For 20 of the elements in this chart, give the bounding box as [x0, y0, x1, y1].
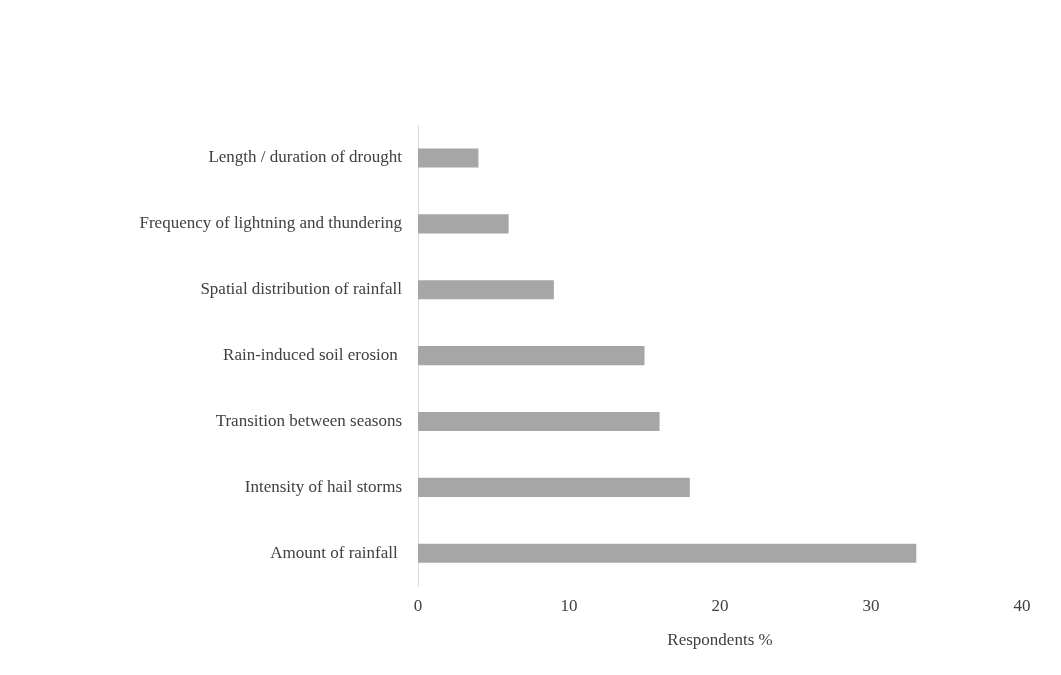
y-tick-label: Transition between seasons [215, 410, 402, 430]
x-tick-label: 0 [413, 595, 423, 615]
bar [418, 148, 479, 168]
bar [418, 280, 554, 300]
x-tick-label: 20 [711, 595, 729, 615]
y-tick-label: Frequency of lightning and thundering [139, 213, 403, 233]
y-tick-label: Amount of rainfall [270, 542, 402, 562]
bar [418, 477, 690, 497]
bar [418, 411, 660, 432]
bar [418, 543, 917, 563]
x-tick-label: 30 [862, 595, 880, 615]
x-tick-label: 10 [560, 595, 578, 615]
x-tick-label: 40 [1013, 595, 1031, 615]
y-tick-label: Rain-induced soil erosion [223, 345, 402, 365]
x-axis-title: Respondents % [667, 630, 773, 650]
y-tick-label: Spatial distribution of rainfall [200, 279, 403, 299]
bar [418, 214, 509, 234]
y-tick-label: Intensity of hail storms [244, 476, 402, 496]
y-tick-label: Length / duration of drought [208, 147, 403, 167]
bar [418, 346, 645, 366]
